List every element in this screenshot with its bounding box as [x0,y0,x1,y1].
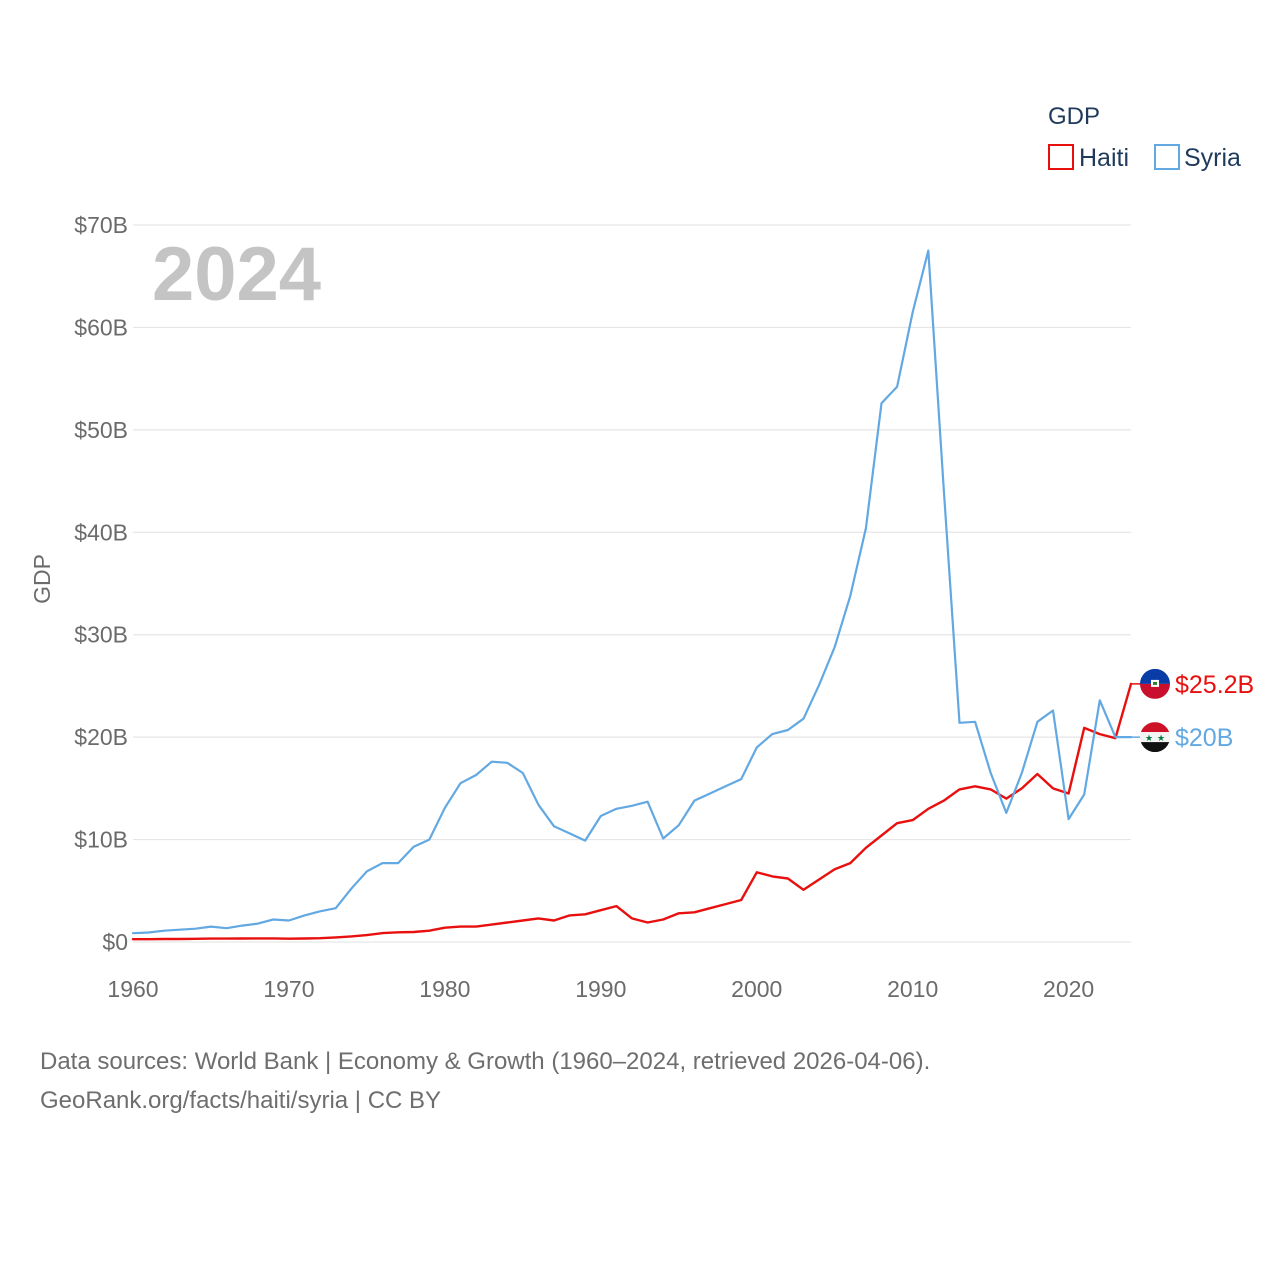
y-tick-label: $50B [74,417,128,443]
legend-label-haiti[interactable]: Haiti [1079,144,1129,172]
svg-text:★: ★ [1157,734,1165,744]
y-tick-label: $20B [74,724,128,750]
y-axis-label: GDP [29,554,55,604]
series-lines [131,249,1143,941]
gdp-line-chart: $0$10B$20B$30B$40B$50B$60B$70B 1960 1970 1… [29,103,1254,1002]
y-tick-label: $60B [74,314,128,340]
y-tick-label: $70B [74,212,128,238]
source-line-1: Data sources: World Bank | Economy & Gro… [40,1048,931,1075]
series-line-syria[interactable] [131,249,1133,935]
x-tick-label: 2000 [731,976,782,1002]
svg-text:★: ★ [1145,734,1153,744]
series-line-haiti[interactable] [131,682,1133,941]
legend-label-syria[interactable]: Syria [1184,144,1241,172]
x-tick-label: 2010 [887,976,938,1002]
end-label-syria: $20B [1175,724,1233,752]
legend-title: GDP [1048,103,1100,130]
legend: GDP Haiti Syria [1048,103,1241,172]
y-tick-label: $40B [74,519,128,545]
y-tick-label: $10B [74,827,128,853]
syria-flag-icon: ★ ★ [1140,722,1170,753]
x-tick-label: 1990 [575,976,626,1002]
y-tick-label: $0 [102,929,128,955]
x-tick-label: 1960 [107,976,158,1002]
x-tick-label: 1980 [419,976,470,1002]
year-label: 2024 [152,232,321,317]
y-axis-ticks: $0 $10B $20B $30B $40B $50B $60B $70B [74,212,128,955]
x-axis-ticks: 1960 1970 1980 1990 2000 2010 2020 [107,976,1094,1002]
grid-lines [133,224,1131,943]
x-tick-label: 1970 [263,976,314,1002]
end-label-haiti: $25.2B [1175,671,1254,699]
x-tick-label: 2020 [1043,976,1094,1002]
haiti-flag-icon [1140,668,1170,699]
y-tick-label: $30B [74,622,128,648]
source-line-2[interactable]: GeoRank.org/facts/haiti/syria | CC BY [40,1087,442,1114]
source-note: Data sources: World Bank | Economy & Gro… [40,1042,930,1120]
legend-swatch-syria[interactable] [1154,144,1180,170]
legend-swatch-haiti[interactable] [1048,144,1074,170]
